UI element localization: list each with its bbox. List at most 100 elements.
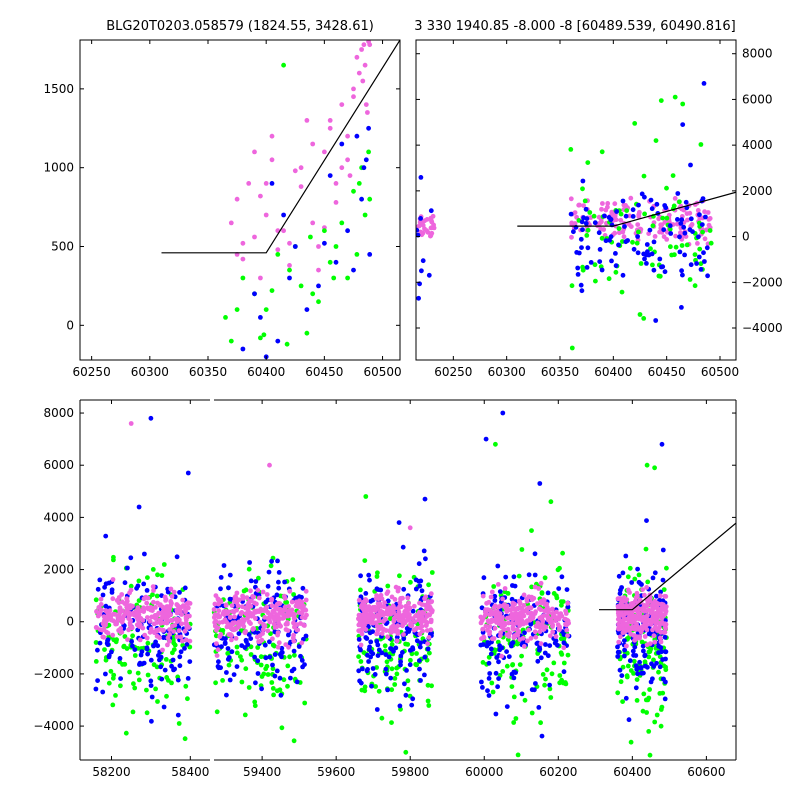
blue-point [224,692,229,698]
green-point [114,637,119,643]
x-tick-label: 60450 [305,365,343,379]
blue-point [281,212,286,218]
magenta-point [246,181,252,186]
green-point [698,142,704,147]
blue-point [556,586,562,591]
magenta-point [117,616,123,622]
magenta-point [379,631,385,636]
blue-point [702,259,707,264]
green-point [258,335,263,341]
x-tick-label: 60450 [648,365,686,379]
blue-point [688,262,694,268]
magenta-point [658,639,664,645]
magenta-point [599,206,604,212]
blue-point [184,642,190,647]
blue-point [363,157,369,163]
magenta-point [515,619,521,625]
green-point [144,687,149,693]
blue-point [510,583,515,588]
green-point [135,670,141,676]
magenta-point [616,621,621,627]
y-tick-label: 8000 [742,47,773,61]
magenta-point [275,247,281,253]
blue-point [488,646,494,652]
green-point [551,591,557,596]
magenta-point [535,624,541,629]
magenta-point [618,217,624,223]
blue-point [651,239,657,245]
magenta-point [136,621,142,626]
magenta-point [401,617,406,623]
magenta-point [505,626,511,632]
magenta-point [642,592,647,598]
green-point [316,299,321,305]
blue-point [409,702,415,708]
blue-point [269,181,275,186]
blue-point [394,634,400,640]
green-point [606,276,612,282]
green-point [587,210,593,215]
blue-point [398,653,404,659]
magenta-point [674,221,680,227]
green-point [582,198,588,204]
green-point [505,591,511,596]
magenta-point [706,217,712,222]
blue-point [363,635,369,640]
y-tick-label: 2000 [742,184,773,198]
blue-point [125,565,130,571]
blue-point [267,654,273,660]
blue-point [488,651,494,657]
blue-point [620,272,626,278]
blue-point [386,654,392,660]
magenta-point [287,240,292,246]
green-point [339,220,345,226]
green-point [108,668,114,674]
magenta-point [385,589,391,595]
green-point [356,654,361,659]
magenta-point [392,606,397,611]
magenta-point [642,634,648,639]
magenta-point [168,612,174,618]
blue-point [583,206,589,212]
magenta-point [517,600,523,606]
magenta-point [281,607,287,613]
blue-point [234,664,240,669]
blue-point [410,696,416,702]
blue-point [265,583,271,589]
green-point [93,640,99,645]
blue-point [419,588,425,594]
magenta-point [526,627,531,633]
green-point [540,672,546,677]
green-point [679,243,685,248]
blue-point [654,593,659,599]
blue-point [322,240,327,246]
blue-point [579,245,584,251]
green-point [599,235,605,241]
magenta-point [247,598,253,604]
magenta-point [301,603,306,609]
blue-point [668,231,674,236]
blue-point [148,657,154,663]
blue-point [420,258,426,264]
magenta-point [159,610,165,616]
blue-point [138,652,144,658]
green-point [511,694,517,700]
magenta-point [138,616,144,621]
green-point [358,587,363,593]
magenta-point [276,640,282,646]
green-point [243,666,249,672]
magenta-point [367,619,373,625]
blue-point [622,638,627,643]
magenta-point [648,595,653,601]
magenta-point [347,173,353,179]
blue-point [274,668,280,674]
blue-point [649,206,655,212]
green-point [519,653,524,659]
green-point [509,684,515,689]
magenta-point [127,620,133,626]
blue-point [417,666,422,672]
magenta-point [228,632,233,637]
blue-point [396,520,402,525]
magenta-point [230,609,236,614]
blue-point [263,655,269,661]
